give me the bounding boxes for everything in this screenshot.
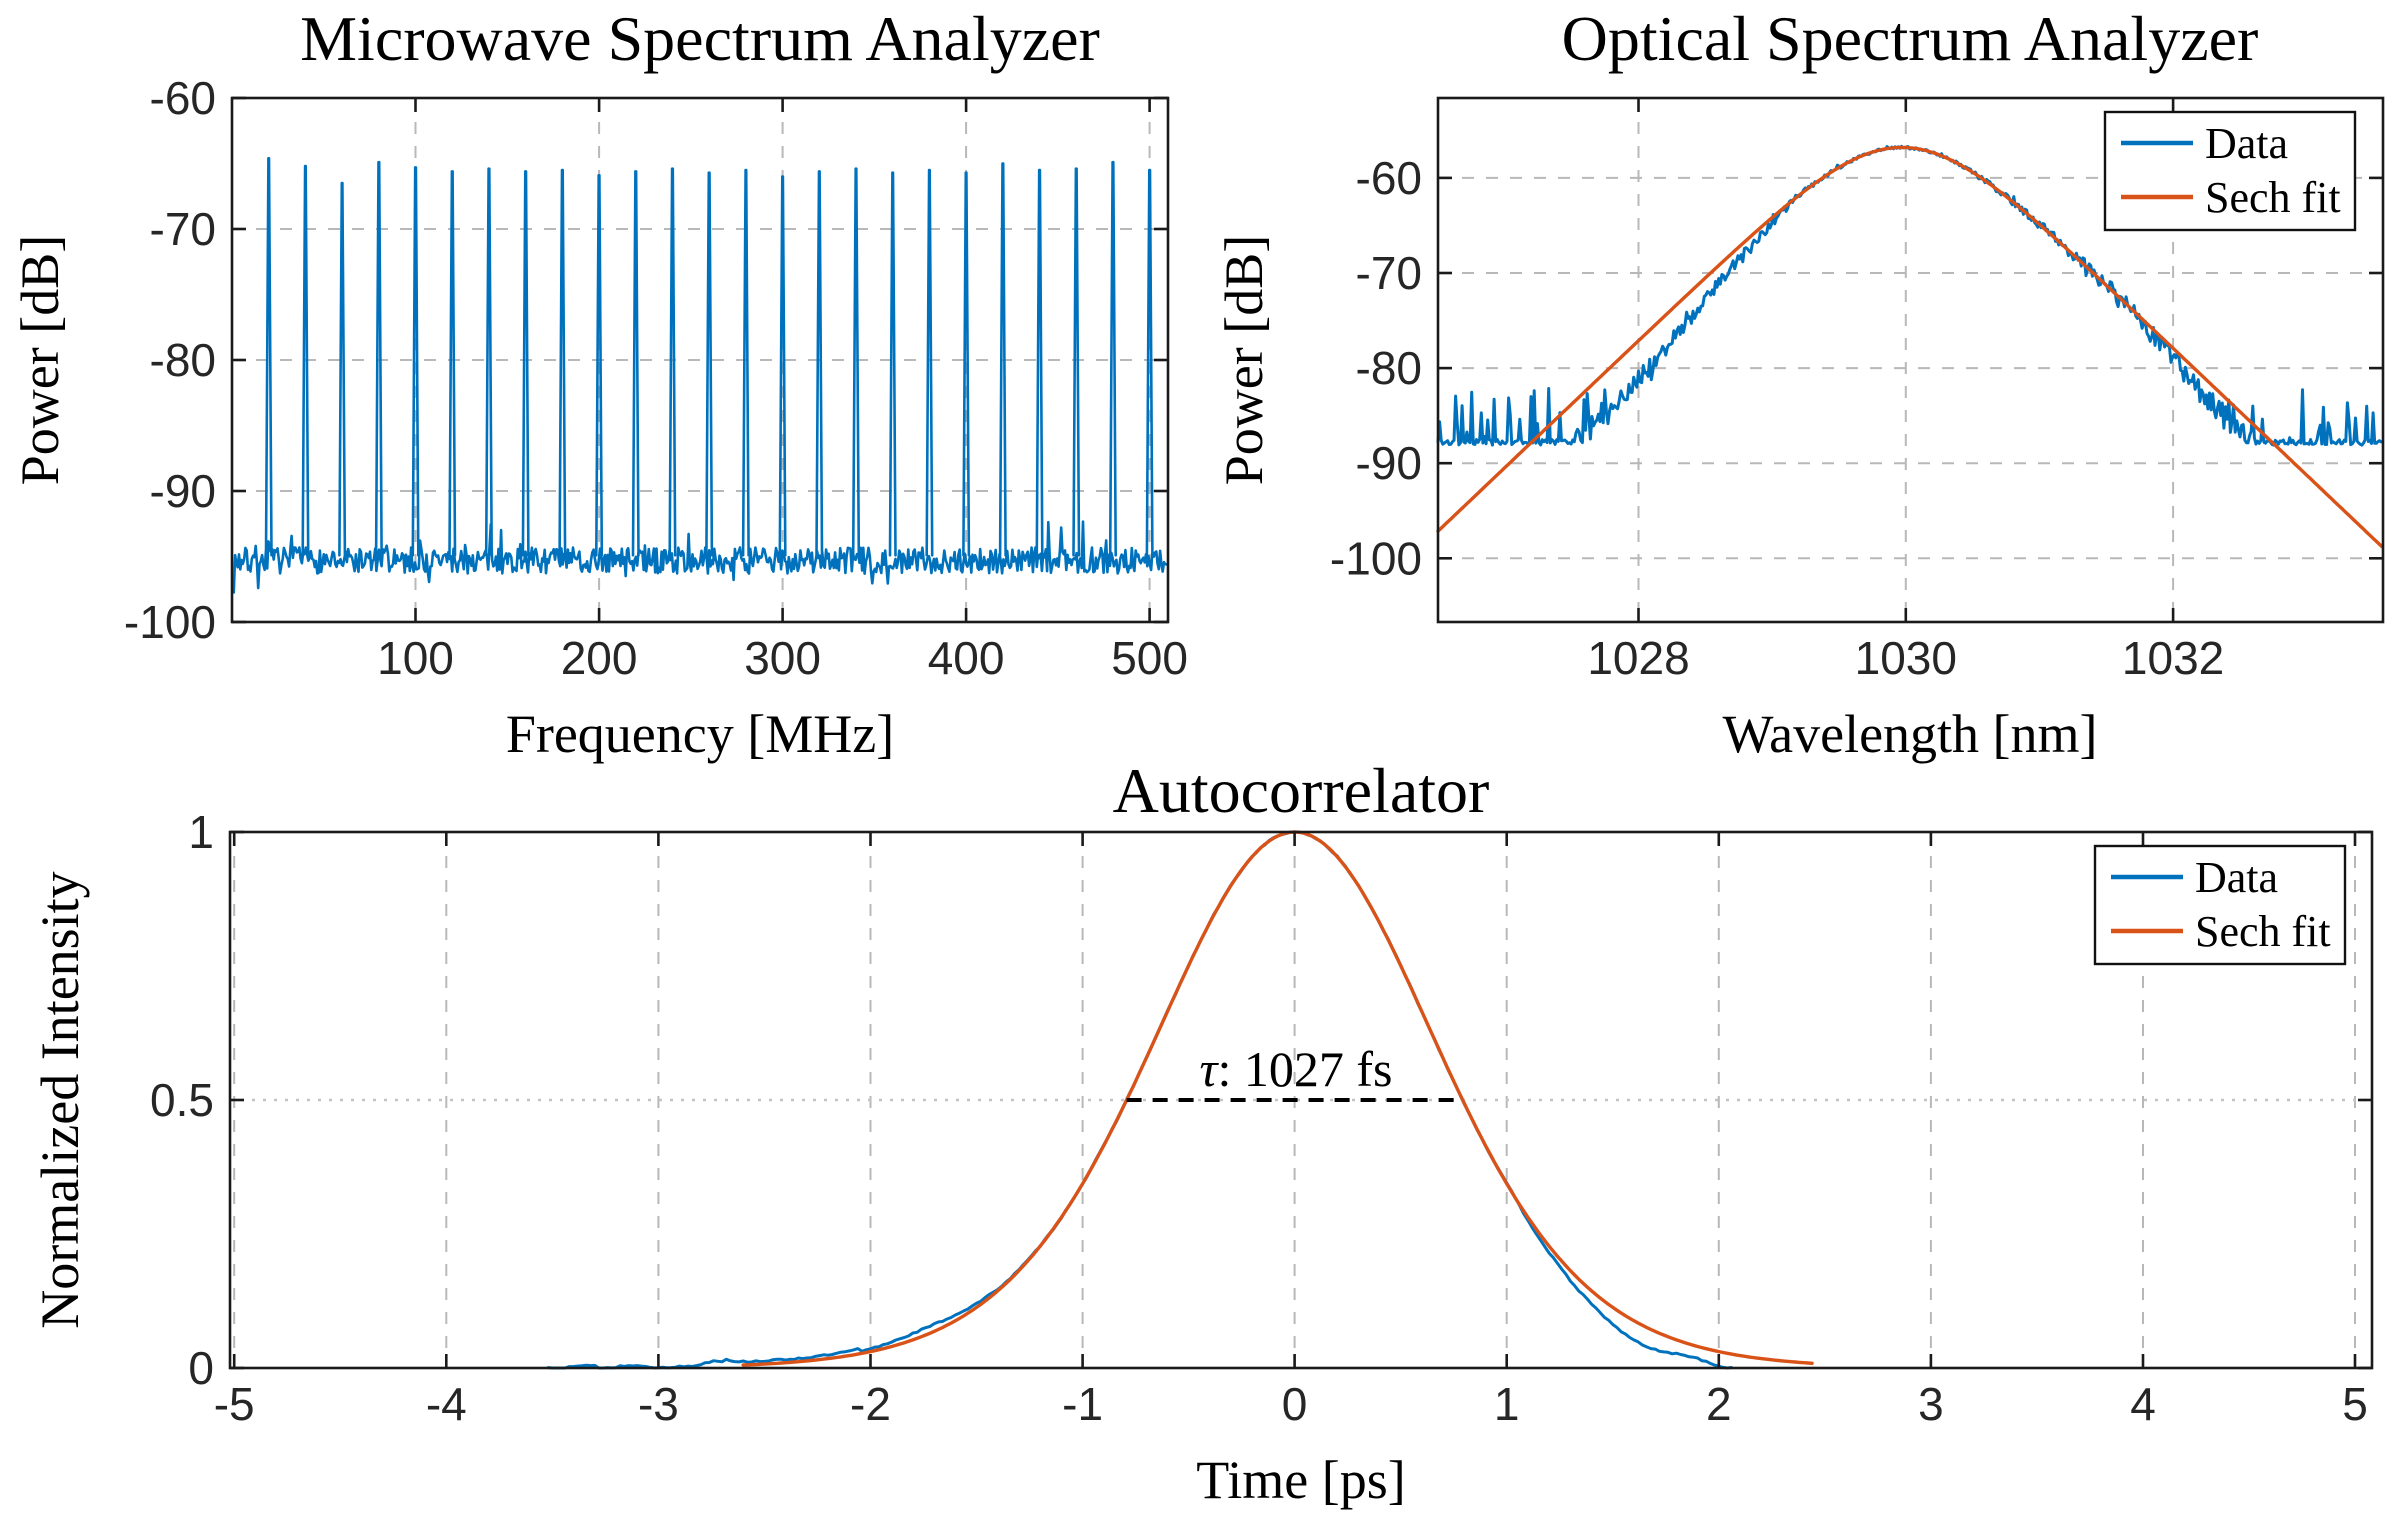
microwave-plot-title: Microwave Spectrum Analyzer [300,3,1100,74]
optical-legend: Data Sech fit [2103,110,2357,232]
x-tick-label: 1030 [1855,632,1957,684]
optical-ylabel: Power [dB] [1214,235,1274,485]
sech-fit-line [1436,145,2384,549]
data-line [232,157,1168,594]
autocorrelator-xlabel: Time [ps] [1196,1450,1406,1510]
legend-data-label: Data [2195,853,2278,902]
x-tick-label: 200 [561,632,638,684]
axes-box [1436,96,2385,624]
optical-xlabel: Wavelength [nm] [1722,704,2097,764]
x-tick-label: 4 [2130,1378,2156,1430]
x-tick-label: 3 [1918,1378,1944,1430]
legend-box [2093,844,2347,966]
y-tick-label: -100 [1330,532,1422,584]
x-tick-label: 500 [1111,632,1188,684]
x-tick-label: 0 [1282,1378,1308,1430]
y-tick-label: -60 [150,72,216,124]
legend-data-label: Data [2205,119,2288,168]
y-tick-label: 1 [188,806,214,858]
x-tick-label: 1028 [1587,632,1689,684]
y-tick-label: -90 [1356,437,1422,489]
y-tick-label: -70 [1356,247,1422,299]
y-tick-label: -70 [150,203,216,255]
y-tick-label: -60 [1356,152,1422,204]
autocorrelator-legend: Data Sech fit [2093,844,2347,966]
x-tick-label: 400 [928,632,1005,684]
figure-text-layer: Microwave Spectrum Analyzer Frequency [M… [10,3,2357,1510]
x-tick-label: -1 [1062,1378,1103,1430]
plot-autocorrelation: -5 -4 -3 -2 -1 0 1 2 3 4 5 0 0.5 1 [150,806,2374,1430]
x-tick-label: 100 [377,632,454,684]
x-tick-label: 300 [744,632,821,684]
tau-value: : 1027 fs [1217,1041,1392,1097]
y-tick-label: -100 [124,596,216,648]
x-tick-label: -4 [426,1378,467,1430]
legend-fit-label: Sech fit [2205,173,2341,222]
legend-box [2103,110,2357,232]
x-tick-label: 2 [1706,1378,1732,1430]
optical-plot-title: Optical Spectrum Analyzer [1562,3,2259,74]
sech-fit-line [741,830,1814,1367]
y-tick-label: 0 [188,1342,214,1394]
microwave-ylabel: Power [dB] [10,235,70,485]
autocorrelator-ylabel: Normalized Intensity [30,871,90,1328]
plot-microwave-spectrum: 100 200 300 400 500 -100 -90 -80 -70 -60 [124,72,1188,684]
tau-symbol: τ [1200,1041,1220,1097]
y-tick-label: -80 [1356,342,1422,394]
x-tick-label: 1032 [2122,632,2224,684]
y-tick-label: -80 [150,334,216,386]
x-tick-label: 5 [2342,1378,2368,1430]
y-tick-label: 0.5 [150,1074,214,1126]
legend-fit-label: Sech fit [2195,907,2331,956]
plot-optical-spectrum: 1028 1030 1032 -100 -90 -80 -70 -60 [1330,96,2385,684]
y-tick-label: -90 [150,465,216,517]
x-tick-label: -2 [850,1378,891,1430]
autocorrelator-plot-title: Autocorrelator [1113,755,1490,826]
microwave-xlabel: Frequency [MHz] [506,704,894,764]
tau-annotation: τ: 1027 fs [1200,1041,1393,1097]
x-tick-label: 1 [1494,1378,1520,1430]
x-tick-label: -5 [214,1378,255,1430]
x-tick-label: -3 [638,1378,679,1430]
